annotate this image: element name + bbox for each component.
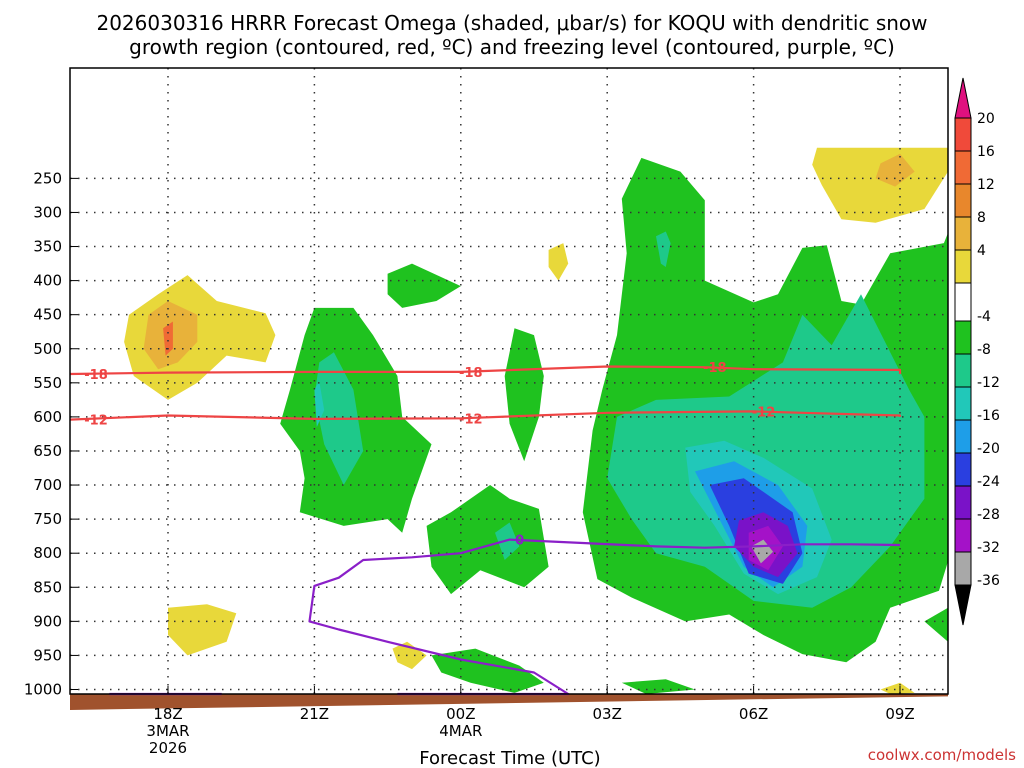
colorbar: 20 16 12 8 4 -4 -8 -12 -16 -20 -24 -28 -32 -36	[954, 77, 1000, 626]
colorbar-bin-9	[954, 386, 972, 421]
contour-label-0-2: -18	[703, 361, 727, 376]
omega-region-4	[875, 153, 915, 187]
credit-text: coolwx.com/models	[868, 746, 1016, 764]
y-tick-label-350: 350	[33, 238, 62, 256]
grid-lines	[70, 68, 948, 694]
contour-0	[69, 365, 902, 376]
colorbar-label-8: -16	[977, 408, 1000, 424]
y-tick-label-600: 600	[33, 408, 62, 426]
omega-region-26	[621, 679, 695, 694]
title-line-1: 2026030316 HRRR Forecast Omega (shaded, …	[96, 11, 927, 35]
colorbar-label-11: -28	[977, 507, 1000, 523]
omega-region-27	[924, 607, 948, 642]
contour-1	[69, 410, 902, 421]
axis-ticks: 250 300 350 400 450 500 550 600 650 700 750 800 850 9…	[24, 169, 915, 757]
title-line-2: growth region (contoured, red, ºC) and f…	[129, 35, 895, 59]
colorbar-bin-7	[954, 320, 972, 355]
colorbar-label-2: 12	[977, 177, 995, 193]
y-tick-label-850: 850	[33, 578, 62, 596]
contour-label-0-1: -18	[459, 366, 483, 381]
colorbar-bottom-arrow	[954, 584, 972, 626]
contour-label-1-0: -12	[84, 414, 108, 429]
x-tick-label-09Z: 09Z	[885, 705, 914, 723]
colorbar-label-7: -12	[977, 375, 1000, 391]
colorbar-bin-1	[954, 117, 972, 152]
colorbar-label-3: 8	[977, 210, 986, 226]
x-tick-sublabel2-18Z: 2026	[149, 739, 187, 757]
contour-label-1-1: -12	[459, 412, 483, 427]
colorbar-label-6: -8	[977, 342, 991, 358]
omega-region-5	[548, 243, 569, 281]
omega-region-8	[880, 682, 915, 694]
ground	[70, 694, 948, 710]
contour-label-1-2: -12	[752, 405, 776, 420]
colorbar-bin-14	[954, 551, 972, 586]
omega-region-2	[163, 321, 173, 356]
colorbar-bin-12	[954, 485, 972, 520]
y-tick-label-400: 400	[33, 272, 62, 290]
plot-frame	[69, 67, 949, 695]
colorbar-bin-2	[954, 150, 972, 185]
omega-region-22	[426, 485, 549, 595]
contour-label-0-0: -18	[84, 368, 108, 383]
contour-2	[308, 538, 901, 696]
y-tick-label-300: 300	[33, 203, 62, 221]
y-tick-label-900: 900	[33, 612, 62, 630]
colorbar-label-4: 4	[977, 243, 986, 259]
y-tick-label-550: 550	[33, 374, 62, 392]
x-tick-label-00Z: 00Z	[446, 705, 475, 723]
colorbar-bin-10	[954, 419, 972, 454]
x-tick-sublabel-00Z: 4MAR	[439, 722, 482, 740]
y-tick-label-750: 750	[33, 510, 62, 528]
colorbar-bin-6	[954, 282, 972, 322]
colorbar-bin-4	[954, 216, 972, 251]
omega-region-7	[392, 641, 427, 670]
y-tick-label-800: 800	[33, 544, 62, 562]
x-tick-label-21Z: 21Z	[300, 705, 329, 723]
ground-surface	[70, 694, 948, 710]
y-tick-label-250: 250	[33, 169, 62, 187]
colorbar-label-0: 20	[977, 111, 995, 127]
y-tick-label-500: 500	[33, 340, 62, 358]
contour-label-2-0: 0	[515, 534, 524, 549]
y-tick-label-1000: 1000	[24, 681, 62, 699]
x-axis-label: Forecast Time (UTC)	[419, 748, 600, 768]
omega-region-3	[812, 147, 948, 223]
colorbar-label-1: 16	[977, 144, 995, 160]
colorbar-label-13: -36	[977, 573, 1000, 589]
shaded-omega-regions	[124, 147, 948, 694]
omega-region-21	[387, 263, 461, 308]
colorbar-bin-5	[954, 249, 972, 284]
colorbar-label-9: -20	[977, 441, 1000, 457]
omega-region-10	[607, 294, 925, 608]
omega-region-24	[504, 328, 544, 462]
x-tick-label-06Z: 06Z	[739, 705, 768, 723]
omega-region-11	[656, 231, 671, 267]
colorbar-bin-8	[954, 353, 972, 388]
colorbar-bin-3	[954, 183, 972, 218]
colorbar-label-5: -4	[977, 309, 991, 325]
omega-region-20	[314, 381, 325, 428]
y-tick-label-450: 450	[33, 306, 62, 324]
colorbar-bin-13	[954, 518, 972, 553]
colorbar-top-arrow	[954, 77, 972, 119]
contour-lines: -18 -18 -18 -12 -12 -12 0	[69, 361, 902, 696]
x-tick-sublabel-18Z: 3MAR	[146, 722, 189, 740]
y-tick-label-700: 700	[33, 476, 62, 494]
x-tick-label-18Z: 18Z	[153, 705, 182, 723]
y-tick-label-650: 650	[33, 442, 62, 460]
omega-region-6	[168, 604, 237, 656]
x-tick-label-03Z: 03Z	[593, 705, 622, 723]
colorbar-label-12: -32	[977, 540, 1000, 556]
colorbar-label-10: -24	[977, 474, 1000, 490]
y-tick-label-950: 950	[33, 646, 62, 664]
colorbar-bin-11	[954, 452, 972, 487]
